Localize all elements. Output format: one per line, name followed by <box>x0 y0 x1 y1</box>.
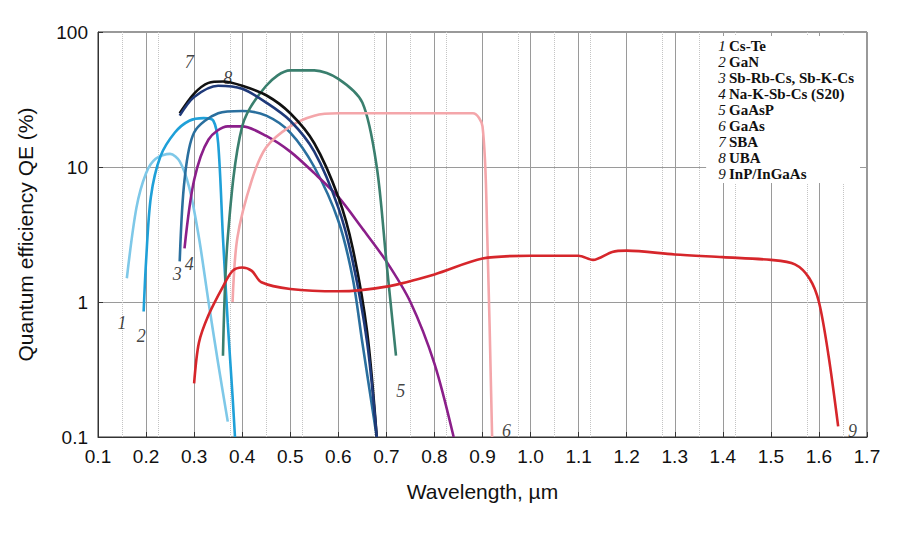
svg-text:0.5: 0.5 <box>277 446 303 467</box>
svg-text:GaAsP: GaAsP <box>729 102 774 118</box>
svg-text:4: 4 <box>718 85 726 102</box>
svg-text:0.4: 0.4 <box>229 446 256 467</box>
svg-text:3: 3 <box>172 264 182 284</box>
svg-text:1.6: 1.6 <box>806 446 832 467</box>
svg-text:0.7: 0.7 <box>373 446 399 467</box>
svg-text:9: 9 <box>718 165 726 182</box>
svg-text:1.4: 1.4 <box>710 446 737 467</box>
svg-text:0.2: 0.2 <box>133 446 159 467</box>
svg-text:1.3: 1.3 <box>662 446 688 467</box>
svg-text:1.2: 1.2 <box>613 446 639 467</box>
svg-text:9: 9 <box>848 421 857 441</box>
svg-text:GaN: GaN <box>729 54 759 70</box>
svg-text:0.6: 0.6 <box>325 446 351 467</box>
svg-text:1: 1 <box>118 313 127 333</box>
svg-text:Sb-Rb-Cs, Sb-K-Cs: Sb-Rb-Cs, Sb-K-Cs <box>729 70 854 86</box>
svg-text:1: 1 <box>77 292 88 313</box>
svg-text:1.0: 1.0 <box>517 446 543 467</box>
svg-text:UBA: UBA <box>729 150 761 166</box>
svg-text:Na-K-Sb-Cs (S20): Na-K-Sb-Cs (S20) <box>729 86 844 103</box>
svg-text:Cs-Te: Cs-Te <box>729 38 766 54</box>
svg-text:SBA: SBA <box>729 134 758 150</box>
svg-text:0.9: 0.9 <box>469 446 495 467</box>
svg-text:0.8: 0.8 <box>421 446 447 467</box>
svg-text:0.1: 0.1 <box>85 446 111 467</box>
svg-text:100: 100 <box>56 22 88 43</box>
svg-text:Wavelength, µm: Wavelength, µm <box>407 480 558 503</box>
svg-text:3: 3 <box>717 70 726 86</box>
svg-text:0.3: 0.3 <box>181 446 207 467</box>
svg-text:2: 2 <box>718 53 726 70</box>
svg-text:8: 8 <box>223 68 232 88</box>
svg-text:1.5: 1.5 <box>758 446 784 467</box>
svg-text:1: 1 <box>718 38 726 54</box>
svg-text:7: 7 <box>185 52 195 72</box>
svg-text:Quantum efficiency QE (%): Quantum efficiency QE (%) <box>14 107 37 361</box>
svg-text:2: 2 <box>137 326 146 346</box>
svg-text:0.1: 0.1 <box>62 427 88 448</box>
svg-text:7: 7 <box>718 133 726 150</box>
svg-text:InP/InGaAs: InP/InGaAs <box>729 166 807 182</box>
svg-text:5: 5 <box>396 381 405 401</box>
svg-text:4: 4 <box>185 254 194 274</box>
svg-text:6: 6 <box>502 421 511 441</box>
svg-text:6: 6 <box>718 117 726 134</box>
svg-text:GaAs: GaAs <box>729 118 765 134</box>
svg-text:8: 8 <box>718 149 726 166</box>
svg-text:5: 5 <box>718 101 726 118</box>
svg-text:1.7: 1.7 <box>854 446 880 467</box>
svg-text:1.1: 1.1 <box>565 446 591 467</box>
svg-text:10: 10 <box>67 157 88 178</box>
